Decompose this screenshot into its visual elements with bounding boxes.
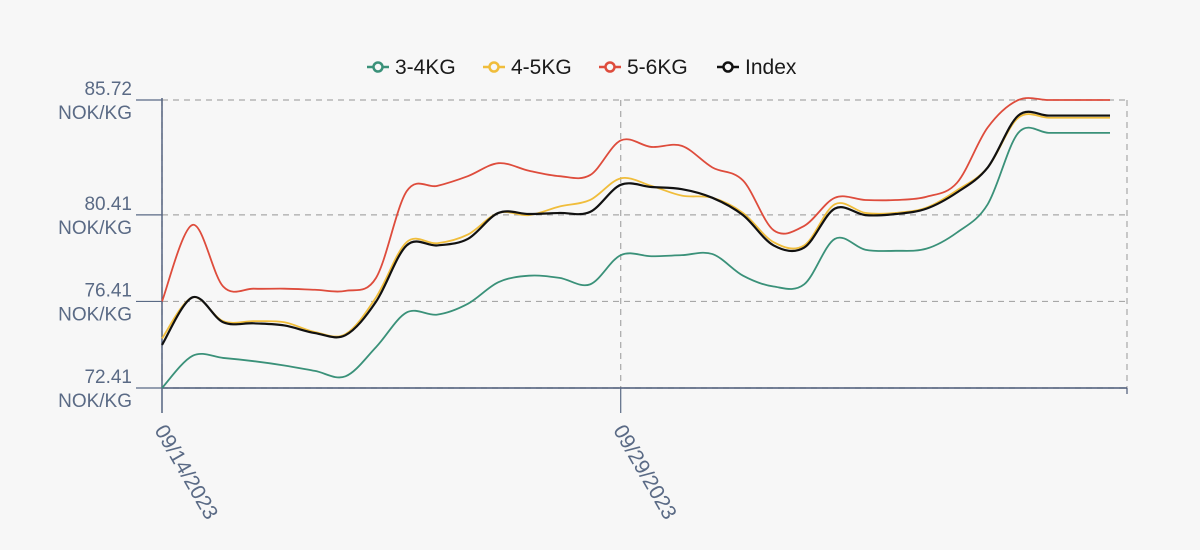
series-lines — [161, 97, 1111, 389]
y-tick-unit: NOK/KG — [58, 103, 132, 124]
legend-label: Index — [745, 56, 797, 79]
legend-item-5-6kg[interactable]: 5-6KG — [599, 56, 688, 79]
x-axis-ticks: 09/14/2023 09/29/2023 — [150, 388, 681, 524]
legend-marker — [722, 61, 734, 73]
series-line-3-4kg — [161, 126, 1110, 389]
legend-label: 5-6KG — [627, 56, 688, 79]
y-tick-label: 85.72 — [84, 79, 132, 100]
y-tick-unit: NOK/KG — [58, 218, 132, 239]
y-axis-ticks: 72.41 NOK/KG 76.41 NOK/KG 80.41 NOK/KG 85.72 NO… — [58, 79, 162, 412]
legend-item-4-5kg[interactable]: 4-5KG — [483, 56, 572, 79]
series-line-4-5kg — [161, 113, 1110, 339]
legend-item-index[interactable]: Index — [717, 56, 797, 79]
grid-lines — [161, 99, 1128, 389]
legend[interactable]: 3-4KG 4-5KG 5-6KG Index — [367, 56, 797, 79]
legend-label: 3-4KG — [395, 56, 456, 79]
y-tick-unit: NOK/KG — [58, 391, 132, 412]
series-line-index — [161, 110, 1111, 346]
axes — [161, 98, 1128, 413]
legend-marker — [488, 61, 500, 73]
x-tick-label: 09/14/2023 — [150, 421, 222, 524]
legend-marker — [604, 61, 616, 73]
y-tick-unit: NOK/KG — [58, 304, 132, 325]
legend-item-3-4kg[interactable]: 3-4KG — [367, 56, 456, 79]
y-tick-label: 72.41 — [84, 367, 132, 388]
legend-label: 4-5KG — [511, 56, 572, 79]
series-line-5-6kg — [161, 97, 1110, 302]
legend-marker — [372, 61, 384, 73]
y-tick-label: 80.41 — [84, 194, 132, 215]
x-tick-label: 09/29/2023 — [608, 421, 680, 524]
y-tick-label: 76.41 — [84, 280, 132, 301]
